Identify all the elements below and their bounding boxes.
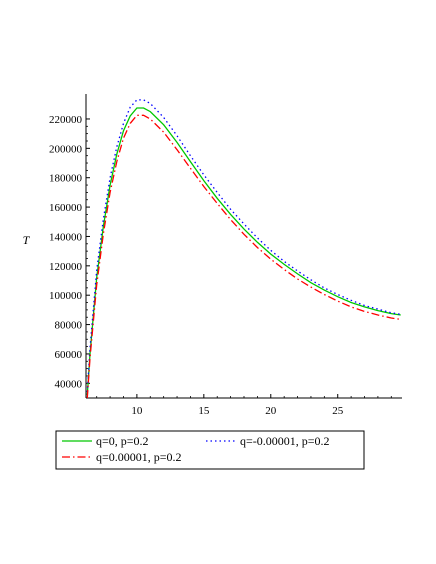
legend-label: q=0, p=0.2 (96, 434, 149, 448)
legend-label: q=0.00001, p=0.2 (96, 450, 182, 464)
series-line (86, 114, 401, 399)
y-tick-label: 60000 (55, 349, 83, 361)
y-tick-label: 160000 (49, 202, 83, 214)
series-line (86, 99, 401, 393)
y-tick-label: 100000 (49, 290, 83, 302)
y-tick-label: 40000 (55, 378, 83, 390)
series-layer (86, 99, 401, 399)
axes: 40000 60000 80000 100000 120000 140000 160000 1… (49, 94, 402, 417)
y-axis-title: T (23, 233, 31, 247)
y-tick-label: 140000 (49, 231, 83, 243)
y-tick-label: 180000 (49, 173, 83, 185)
legend: q=0, p=0.2 q=-0.00001, p=0.2 q=0.00001, p=… (55, 430, 365, 470)
x-tick-label: 20 (265, 405, 277, 417)
y-tick-label: 120000 (49, 261, 83, 273)
legend-box (55, 430, 365, 470)
y-tick-label: 80000 (55, 320, 83, 332)
series-line (86, 107, 401, 396)
legend-label: q=-0.00001, p=0.2 (240, 434, 330, 448)
x-tick-label: 25 (332, 405, 344, 417)
x-tick-label: 15 (198, 405, 210, 417)
x-tick-label: 10 (131, 405, 143, 417)
y-tick-label: 220000 (49, 114, 83, 126)
y-tick-label: 200000 (49, 143, 83, 155)
